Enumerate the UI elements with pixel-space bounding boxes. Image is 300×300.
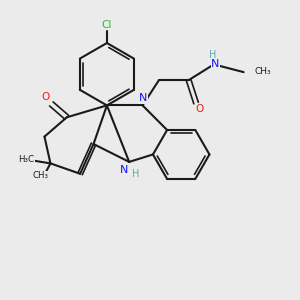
- Text: O: O: [196, 104, 204, 114]
- Text: O: O: [42, 92, 50, 102]
- Text: N: N: [211, 59, 220, 69]
- Text: N: N: [139, 93, 147, 103]
- Text: H: H: [132, 169, 140, 179]
- Text: H₃C: H₃C: [18, 155, 34, 164]
- Text: CH₃: CH₃: [255, 67, 272, 76]
- Text: Cl: Cl: [102, 20, 112, 30]
- Text: H: H: [209, 50, 216, 61]
- Text: N: N: [120, 165, 128, 175]
- Text: CH₃: CH₃: [32, 171, 48, 180]
